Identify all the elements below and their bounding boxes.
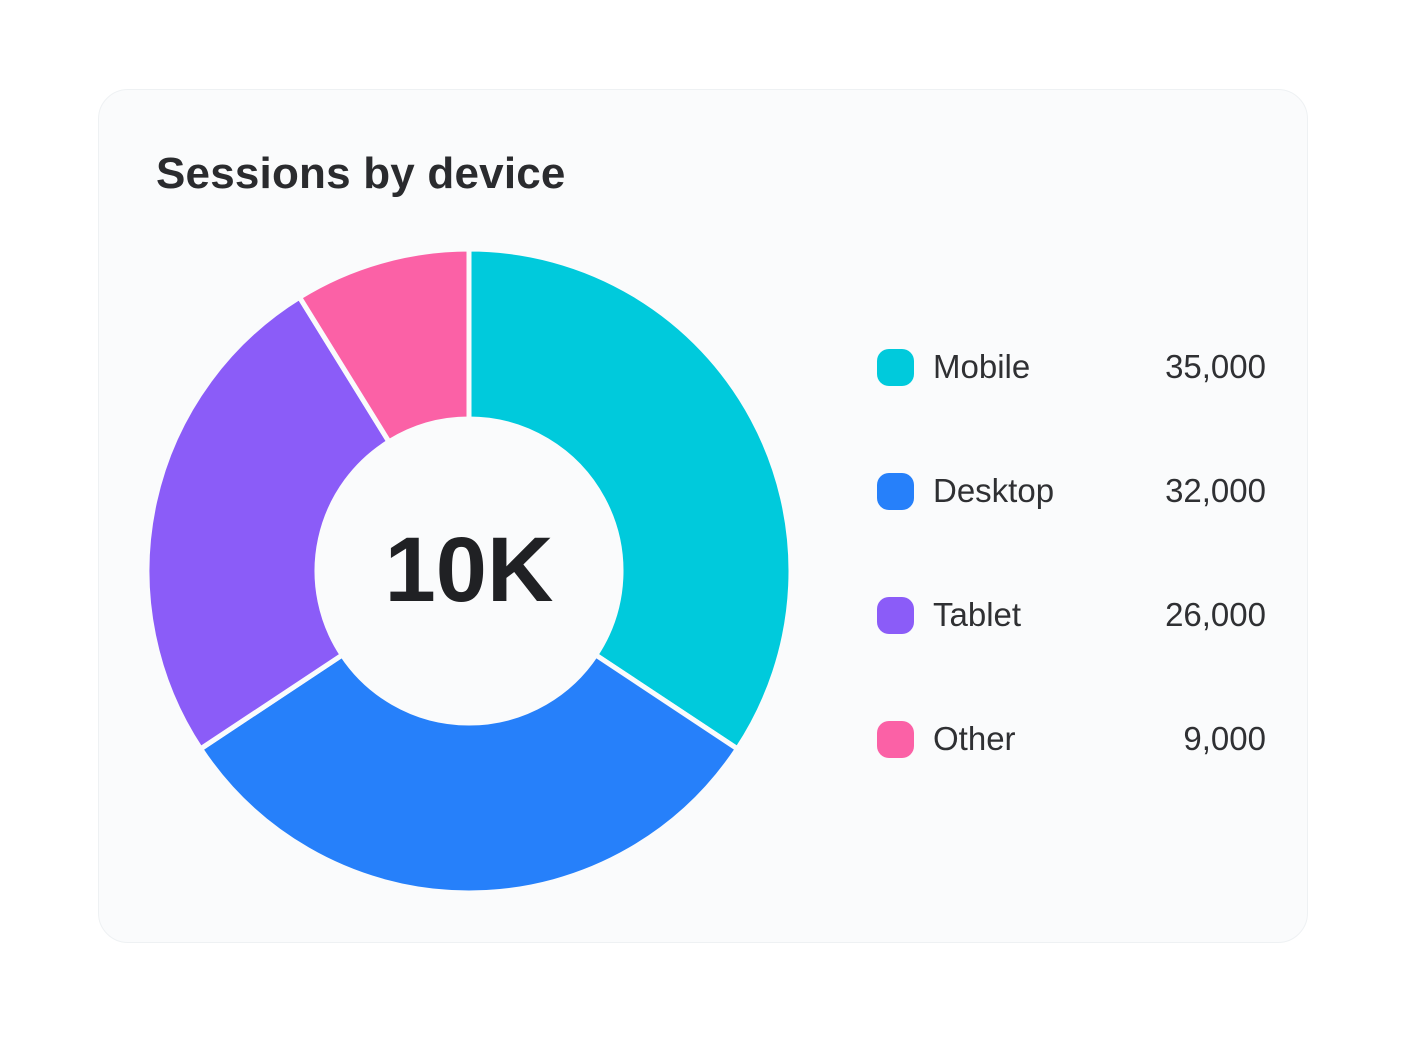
slice-tablet[interactable]: [144, 293, 393, 753]
legend: Mobile 35,000 Desktop 32,000 Tablet 26,0…: [877, 336, 1269, 832]
legend-value: 32,000: [1165, 472, 1266, 509]
legend-swatch-tablet: [877, 597, 914, 634]
legend-label: Desktop: [933, 472, 1055, 509]
slice-mobile[interactable]: [466, 246, 794, 753]
legend-item-mobile[interactable]: Mobile 35,000: [877, 336, 1269, 400]
legend-value: 9,000: [1183, 720, 1266, 757]
legend-label: Mobile: [933, 348, 1031, 385]
legend-label: Tablet: [933, 596, 1022, 633]
donut-chart: 10K: [144, 246, 794, 896]
legend-item-desktop[interactable]: Desktop 32,000: [877, 460, 1269, 524]
chart-card: Sessions by device 10K Mobile 35,000 Des…: [98, 89, 1308, 943]
legend-label: Other: [933, 720, 1016, 757]
legend-value: 35,000: [1165, 348, 1266, 385]
legend-item-other[interactable]: Other 9,000: [877, 708, 1269, 772]
legend-swatch-desktop: [877, 473, 914, 510]
legend-value: 26,000: [1165, 596, 1266, 633]
legend-item-tablet[interactable]: Tablet 26,000: [877, 584, 1269, 648]
slice-other[interactable]: [296, 246, 472, 446]
legend-swatch-other: [877, 721, 914, 758]
donut-slices: [144, 246, 794, 896]
chart-title: Sessions by device: [156, 149, 566, 198]
legend-swatch-mobile: [877, 349, 914, 386]
center-total-label: 10K: [385, 519, 554, 621]
slice-desktop[interactable]: [197, 651, 741, 896]
